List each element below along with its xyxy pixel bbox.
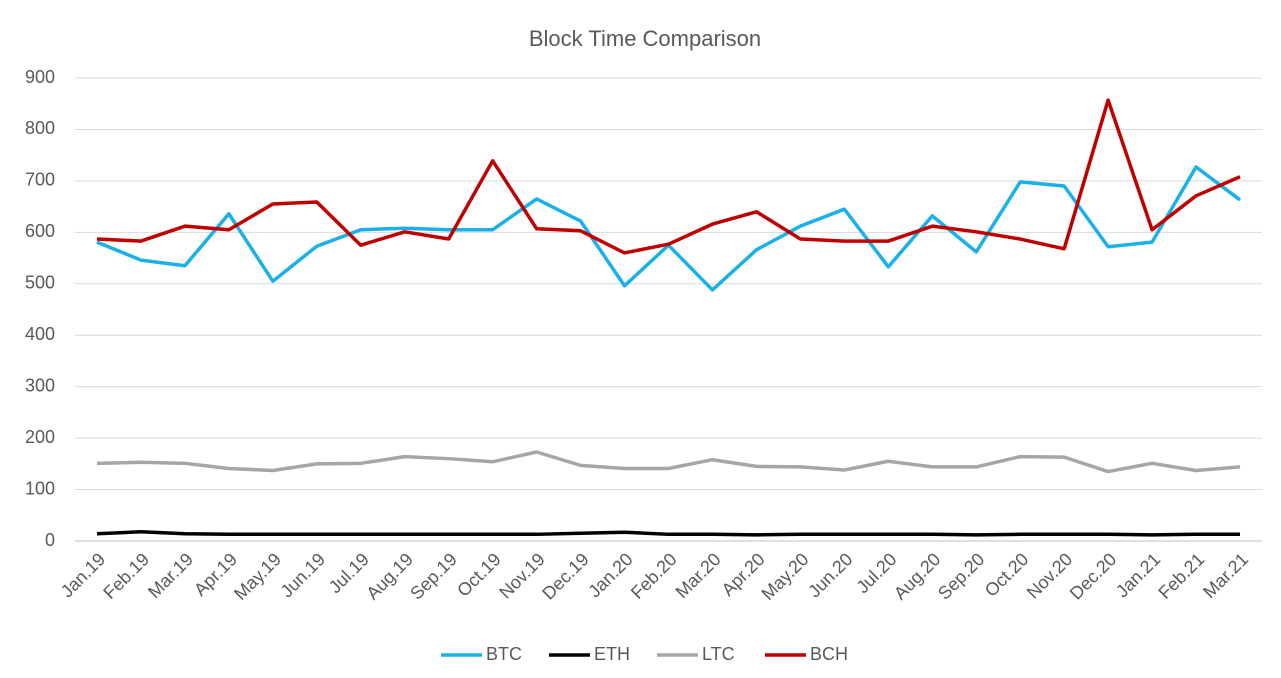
- x-tick-label: Feb.21: [1154, 549, 1208, 603]
- legend-label: BTC: [486, 644, 522, 664]
- x-tick-label: Aug.20: [890, 549, 944, 603]
- series-line: [96, 450, 1241, 474]
- x-tick-label: Oct.20: [981, 549, 1033, 601]
- x-tick-label: May.20: [758, 549, 813, 604]
- y-tick-label: 600: [25, 221, 55, 241]
- x-tick-label: Jan.19: [57, 549, 109, 601]
- x-tick-label: Aug.19: [362, 549, 416, 603]
- series-line: [96, 98, 1241, 255]
- y-tick-label: 200: [25, 427, 55, 447]
- x-tick-label: Sep.20: [934, 549, 988, 603]
- legend-label: BCH: [810, 644, 848, 664]
- y-tick-label: 300: [25, 375, 55, 395]
- x-tick-label: Dec.19: [538, 549, 592, 603]
- x-tick-label: Feb.19: [99, 549, 153, 603]
- legend-label: ETH: [594, 644, 630, 664]
- series-line: [96, 529, 1241, 537]
- x-tick-label: Jun.19: [277, 549, 329, 601]
- x-tick-label: Jun.20: [804, 549, 856, 601]
- x-tick-label: May.19: [230, 549, 285, 604]
- legend-label: LTC: [702, 644, 735, 664]
- x-tick-label: Dec.20: [1066, 549, 1120, 603]
- x-tick-label: Mar.21: [1199, 549, 1252, 602]
- x-tick-label: Oct.19: [453, 549, 505, 601]
- y-tick-label: 800: [25, 118, 55, 138]
- x-tick-label: Feb.20: [627, 549, 681, 603]
- x-tick-label: Sep.19: [406, 549, 460, 603]
- y-tick-label: 900: [25, 67, 55, 87]
- y-tick-label: 700: [25, 170, 55, 190]
- x-tick-label: Jan.20: [584, 549, 636, 601]
- x-tick-label: Jan.21: [1112, 549, 1164, 601]
- y-tick-label: 400: [25, 324, 55, 344]
- x-tick-label: Nov.19: [495, 549, 549, 603]
- y-tick-label: 500: [25, 273, 55, 293]
- y-tick-label: 0: [45, 530, 55, 550]
- x-tick-label: Nov.20: [1023, 549, 1077, 603]
- y-tick-label: 100: [25, 478, 55, 498]
- x-tick-label: Mar.20: [672, 549, 725, 602]
- x-tick-label: Mar.19: [144, 549, 197, 602]
- chart-title: Block Time Comparison: [529, 26, 761, 51]
